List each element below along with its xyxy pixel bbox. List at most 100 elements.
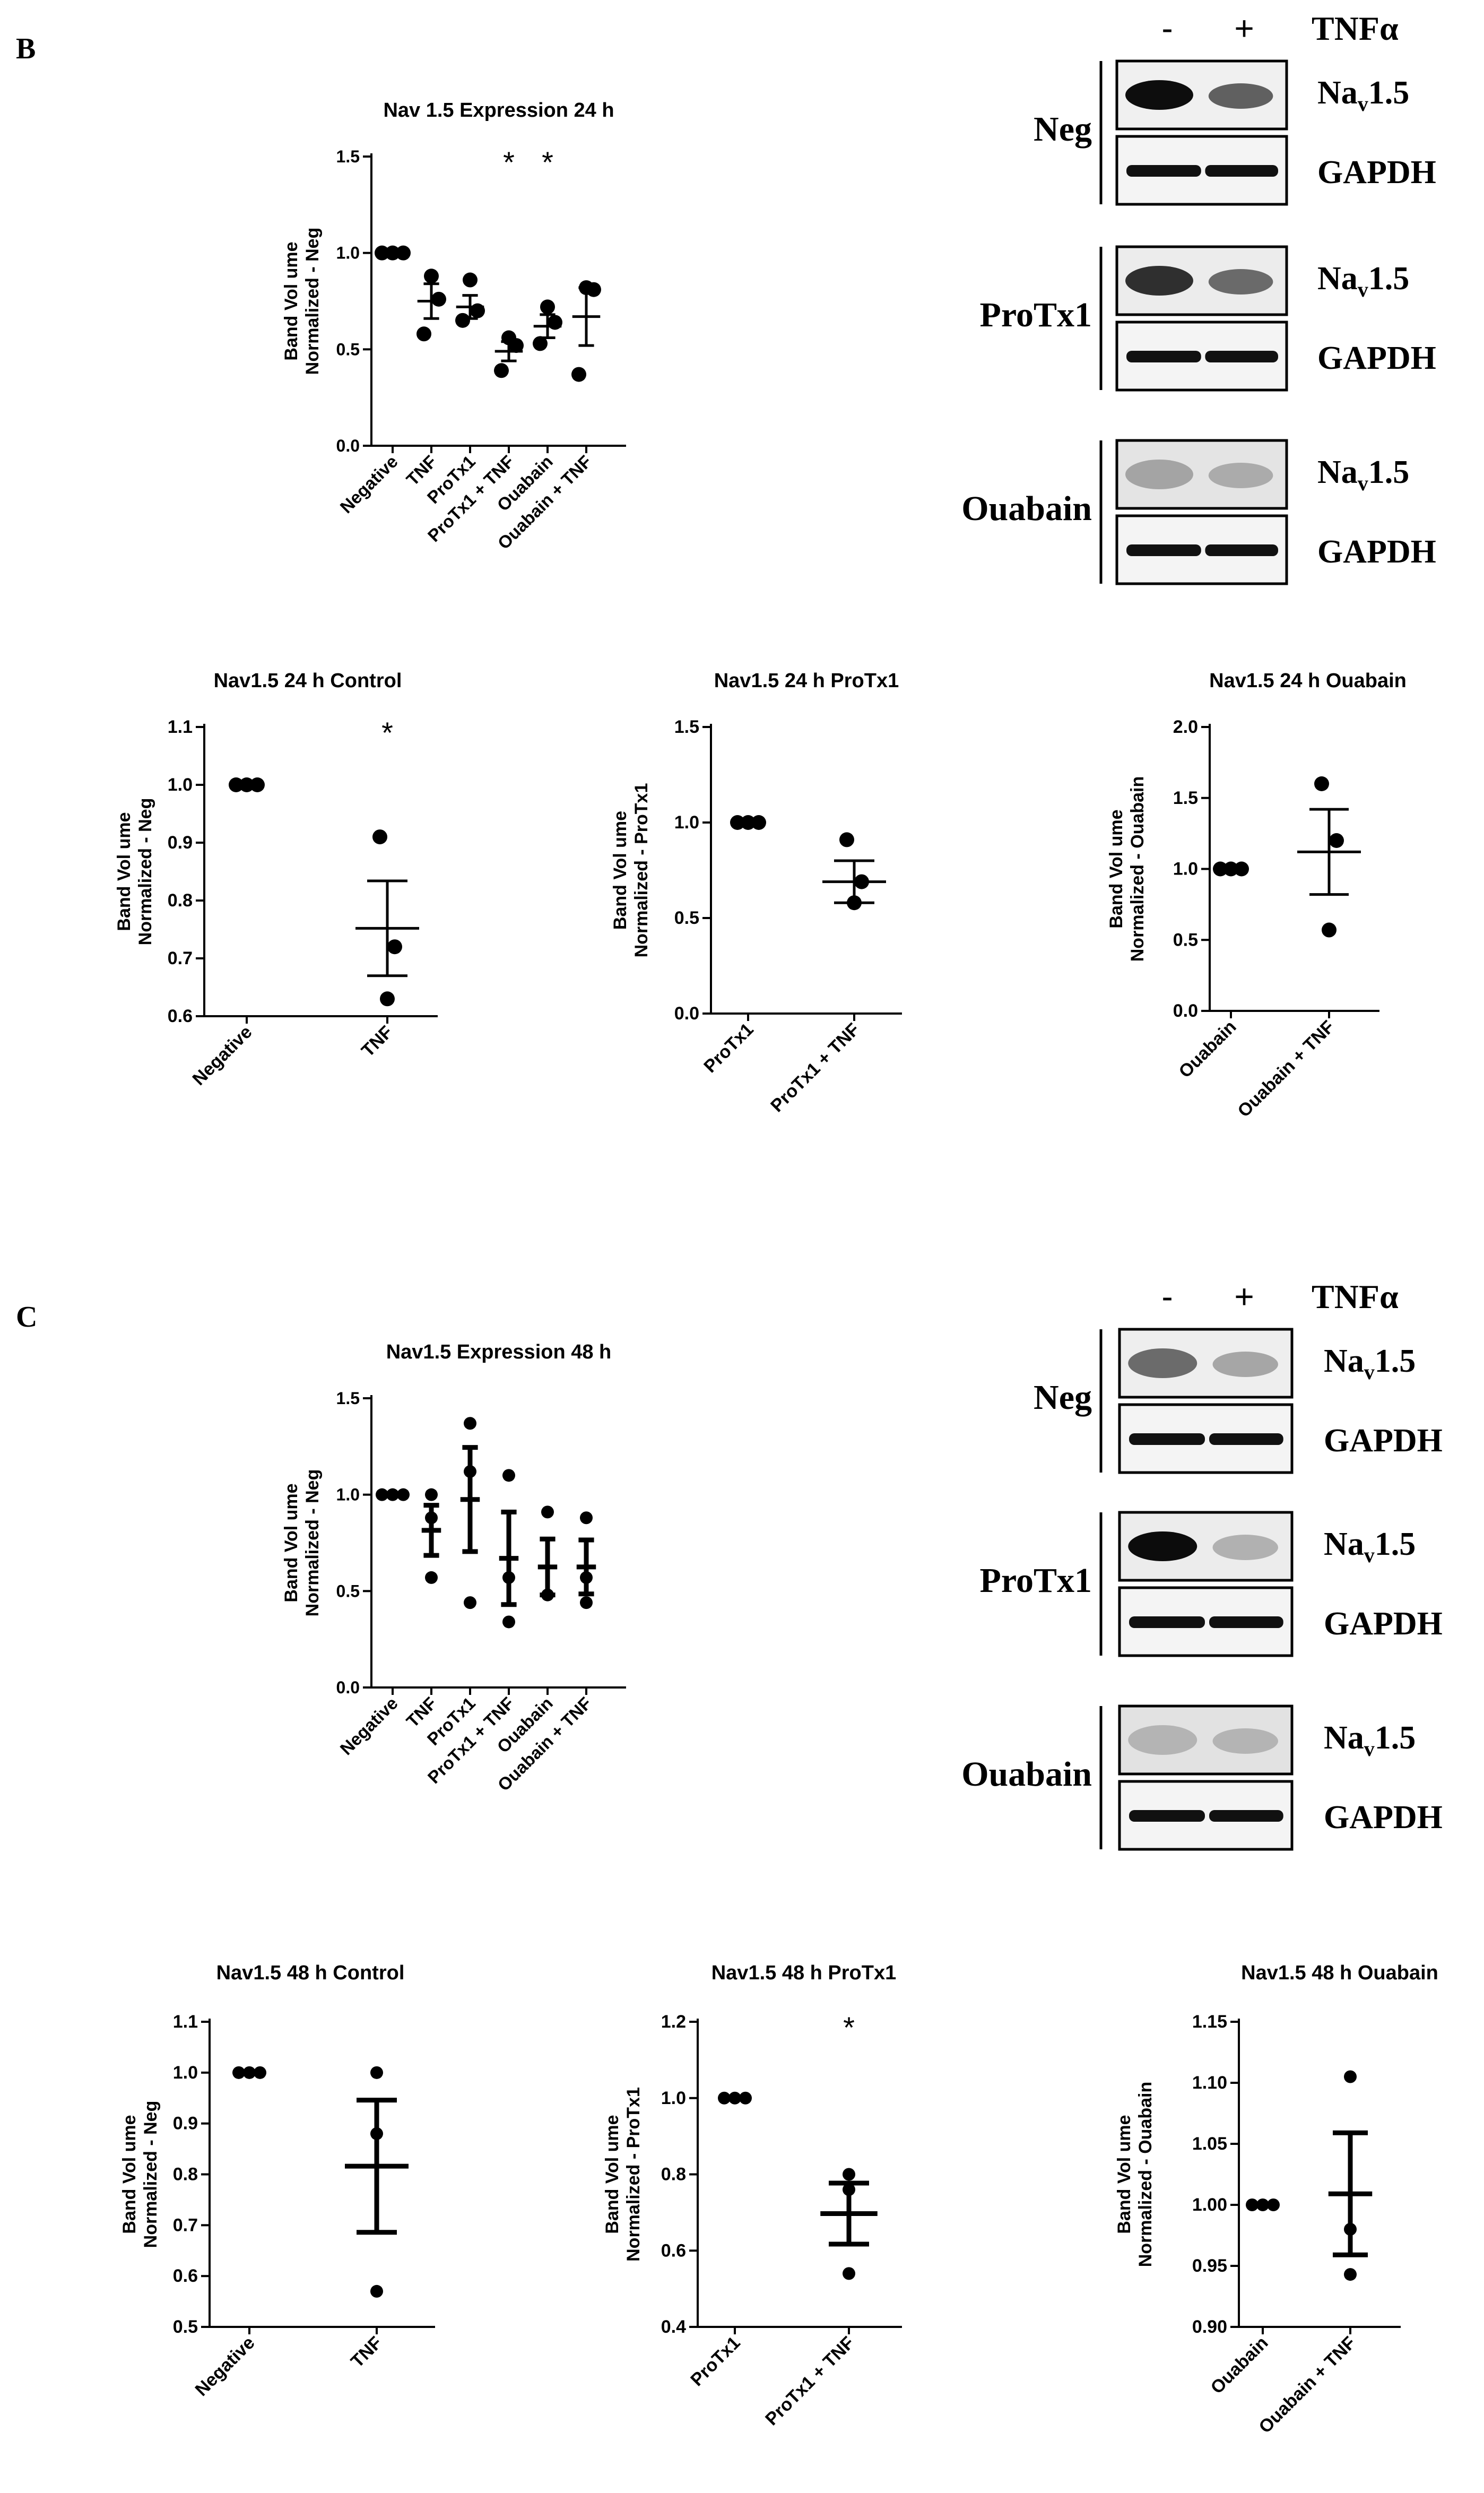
nav15-band-box [1115,439,1288,510]
y-tick-label: 2.0 [1173,717,1198,737]
blot-group-protx1: ProTx1 Nav1.5 GAPDH [980,245,1436,392]
y-axis-label: Band Vol ume [1114,2115,1134,2234]
nav15-label: Nav1.5 [1324,1720,1416,1761]
gapdh-label: GAPDH [1324,1606,1443,1642]
y-tick-label: 1.05 [1192,2134,1227,2154]
lane-plus-label: + [1234,1277,1254,1315]
y-tick-label: 0.90 [1192,2317,1227,2337]
gapdh-band-plus [1209,1433,1283,1445]
data-point [1344,2070,1357,2083]
y-axis-label: Normalized - Ouabain [1127,776,1148,962]
x-tick-label: TNF [358,1022,397,1061]
nav15-band-minus [1128,1531,1197,1561]
nav15-band-plus [1212,1352,1278,1377]
y-tick-label: 0.5 [173,2317,198,2337]
x-tick-label: ProTx1 [700,1019,757,1077]
chart-4: Nav1.5 24 h Ouabain Band Vol ume Normalize… [1106,670,1407,1121]
y-tick-label: 0.5 [336,340,360,359]
y-axis-label: Normalized - Ouabain [1135,2082,1156,2267]
nav15-band-minus [1125,80,1193,110]
gapdh-band-minus [1129,1616,1205,1628]
nav15-band-minus [1128,1725,1197,1755]
nav15-band-minus [1128,1348,1197,1378]
x-tick-label: Ouabain [1175,1017,1240,1082]
chart-5: Nav1.5 Expression 48 h Band Vol ume Normal… [281,1341,626,1795]
nav15-band-box [1118,1704,1294,1776]
y-tick-label: 0.8 [173,2165,198,2185]
lane-plus-label: + [1234,9,1254,47]
gapdh-band-minus [1129,1810,1205,1822]
x-tick-label: TNF [347,2333,386,2372]
lane-minus-label: - [1161,1277,1173,1315]
data-point [431,291,446,307]
y-axis-label: Normalized - ProTx1 [631,783,652,958]
group-name-label: ProTx1 [980,296,1092,334]
x-tick-label: Negative [336,1693,402,1759]
data-point [385,245,400,261]
data-point [232,2066,245,2079]
data-point [718,2091,731,2105]
data-point [494,363,509,378]
y-tick-label: 1.5 [336,1389,360,1408]
data-point [243,2066,256,2079]
data-point [397,1488,410,1501]
panel-label-b: B [16,32,36,65]
data-point [470,303,485,318]
data-point [540,299,555,315]
y-axis-label: Normalized - Neg [302,1469,323,1617]
gapdh-band-minus [1126,165,1201,177]
y-axis-label: Band Vol ume [281,1483,301,1602]
y-axis-label: Band Vol ume [602,2115,622,2234]
blot-group-ouabain: Ouabain Nav1.5 GAPDH [961,1704,1443,1851]
nav15-band-plus [1212,1728,1278,1754]
data-point [375,245,389,261]
gapdh-label: GAPDH [1317,534,1436,570]
chart-3: Nav1.5 24 h ProTx1 Band Vol ume Normalized… [610,670,902,1116]
y-tick-label: 1.0 [173,2063,198,2083]
western-blot-1: - + TNFαNegNav1.5GAPDHProTx1Nav1.5GAPDHOua… [961,9,1436,585]
data-point [1267,2198,1280,2211]
y-axis-label: Normalized - Neg [141,2101,161,2248]
y-axis-label: Normalized - Neg [302,228,323,375]
gapdh-band-plus [1205,165,1278,177]
group-name-label: Neg [1034,110,1092,149]
chart-title: Nav1.5 48 h Ouabain [1241,1962,1438,1984]
treatment-label: TNFα [1312,1278,1399,1315]
y-tick-label: 0.6 [168,1006,193,1026]
data-point [425,1488,438,1501]
nav15-band-plus [1212,1535,1278,1560]
x-tick-label: ProTx1 + TNF [761,2333,858,2430]
x-tick-label: Negative [192,2333,259,2400]
y-tick-label: 1.0 [336,1485,360,1504]
data-point [386,1488,399,1501]
data-point [741,815,756,830]
data-point [464,1417,476,1430]
y-tick-label: 0.4 [661,2317,686,2337]
data-point [1329,833,1344,848]
chart-title: Nav1.5 Expression 48 h [386,1341,612,1363]
y-axis-label: Band Vol ume [281,241,301,360]
blots-layer: - + TNFαNegNav1.5GAPDHProTx1Nav1.5GAPDHOua… [961,9,1443,1851]
group-name-label: Ouabain [961,489,1092,528]
nav15-label: Nav1.5 [1317,75,1409,116]
chart-title: Nav 1.5 Expression 24 h [383,99,614,122]
x-tick-label: Ouabain + TNF [1234,1017,1338,1121]
chart-title: Nav1.5 48 h ProTx1 [711,1962,897,1984]
blot-group-ouabain: Ouabain Nav1.5 GAPDH [961,439,1436,585]
y-tick-label: 1.2 [661,2012,686,2032]
data-point [1223,861,1238,877]
data-point [843,2267,855,2280]
y-tick-label: 0.0 [674,1003,699,1024]
chart-6: Nav1.5 48 h Control Band Vol ume Normalize… [119,1962,435,2400]
gapdh-label: GAPDH [1317,154,1436,191]
gapdh-band-plus [1205,544,1278,556]
y-tick-label: 0.5 [336,1581,360,1600]
data-point [541,1505,554,1519]
y-axis-label: Normalized - ProTx1 [623,2087,644,2262]
blot-group-neg: Neg Nav1.5 GAPDH [1034,59,1436,206]
data-point [254,2066,266,2079]
y-tick-label: 0.0 [336,1678,360,1697]
x-tick-label: ProTx1 + TNF [767,1019,864,1116]
y-tick-label: 1.5 [1173,788,1198,808]
